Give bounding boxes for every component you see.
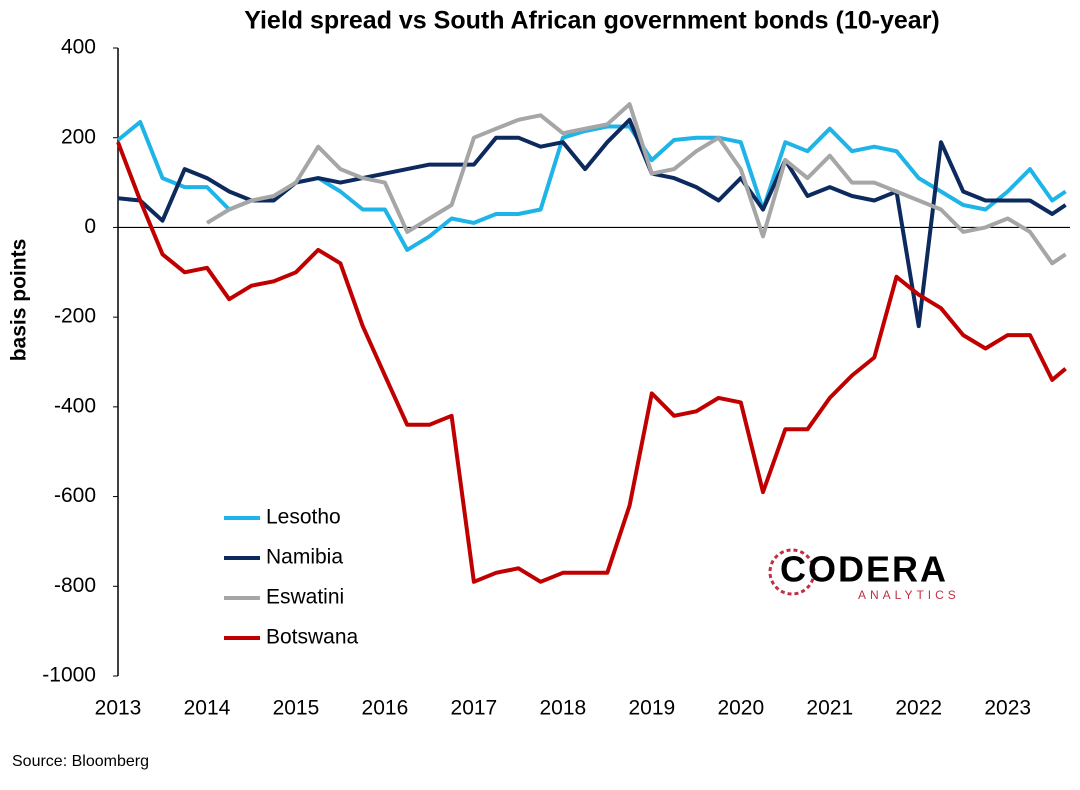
- y-tick-label: 200: [61, 125, 96, 148]
- x-tick-label: 2016: [362, 697, 409, 720]
- logo: CODERA ANALYTICS: [768, 548, 960, 602]
- x-tick-label: 2013: [95, 697, 142, 720]
- series-line: [116, 141, 1067, 584]
- x-tick-label: 2021: [806, 697, 853, 720]
- x-tick-label: 2017: [451, 697, 498, 720]
- series-line: [117, 117, 1067, 329]
- y-tick-label: 0: [84, 215, 96, 238]
- y-tick-label: -1000: [42, 664, 96, 687]
- y-tick-label: -200: [54, 305, 96, 328]
- x-tick-label: 2014: [184, 697, 231, 720]
- logo-name: CODERA: [780, 549, 948, 590]
- legend-label: Lesotho: [266, 506, 341, 529]
- y-tick-label: -600: [54, 484, 96, 507]
- y-tick-label: 400: [61, 36, 96, 59]
- y-tick-label: -400: [54, 394, 96, 417]
- x-tick-label: 2015: [273, 697, 320, 720]
- y-tick-label: -800: [54, 574, 96, 597]
- legend-label: Eswatini: [266, 586, 344, 609]
- x-tick-label: 2019: [628, 697, 675, 720]
- source-note: Source: Bloomberg: [12, 753, 149, 770]
- legend-label: Namibia: [266, 546, 343, 569]
- logo-tagline: ANALYTICS: [858, 588, 960, 602]
- y-axis-label: basis points: [8, 239, 31, 362]
- chart-title: Yield spread vs South African government…: [244, 7, 940, 35]
- x-tick-label: 2018: [540, 697, 587, 720]
- x-tick-label: 2023: [984, 697, 1031, 720]
- legend-label: Botswana: [266, 626, 359, 649]
- x-tick-label: 2020: [717, 697, 764, 720]
- series-line: [205, 102, 1067, 266]
- logo-icon: [768, 548, 816, 596]
- x-tick-label: 2022: [895, 697, 942, 720]
